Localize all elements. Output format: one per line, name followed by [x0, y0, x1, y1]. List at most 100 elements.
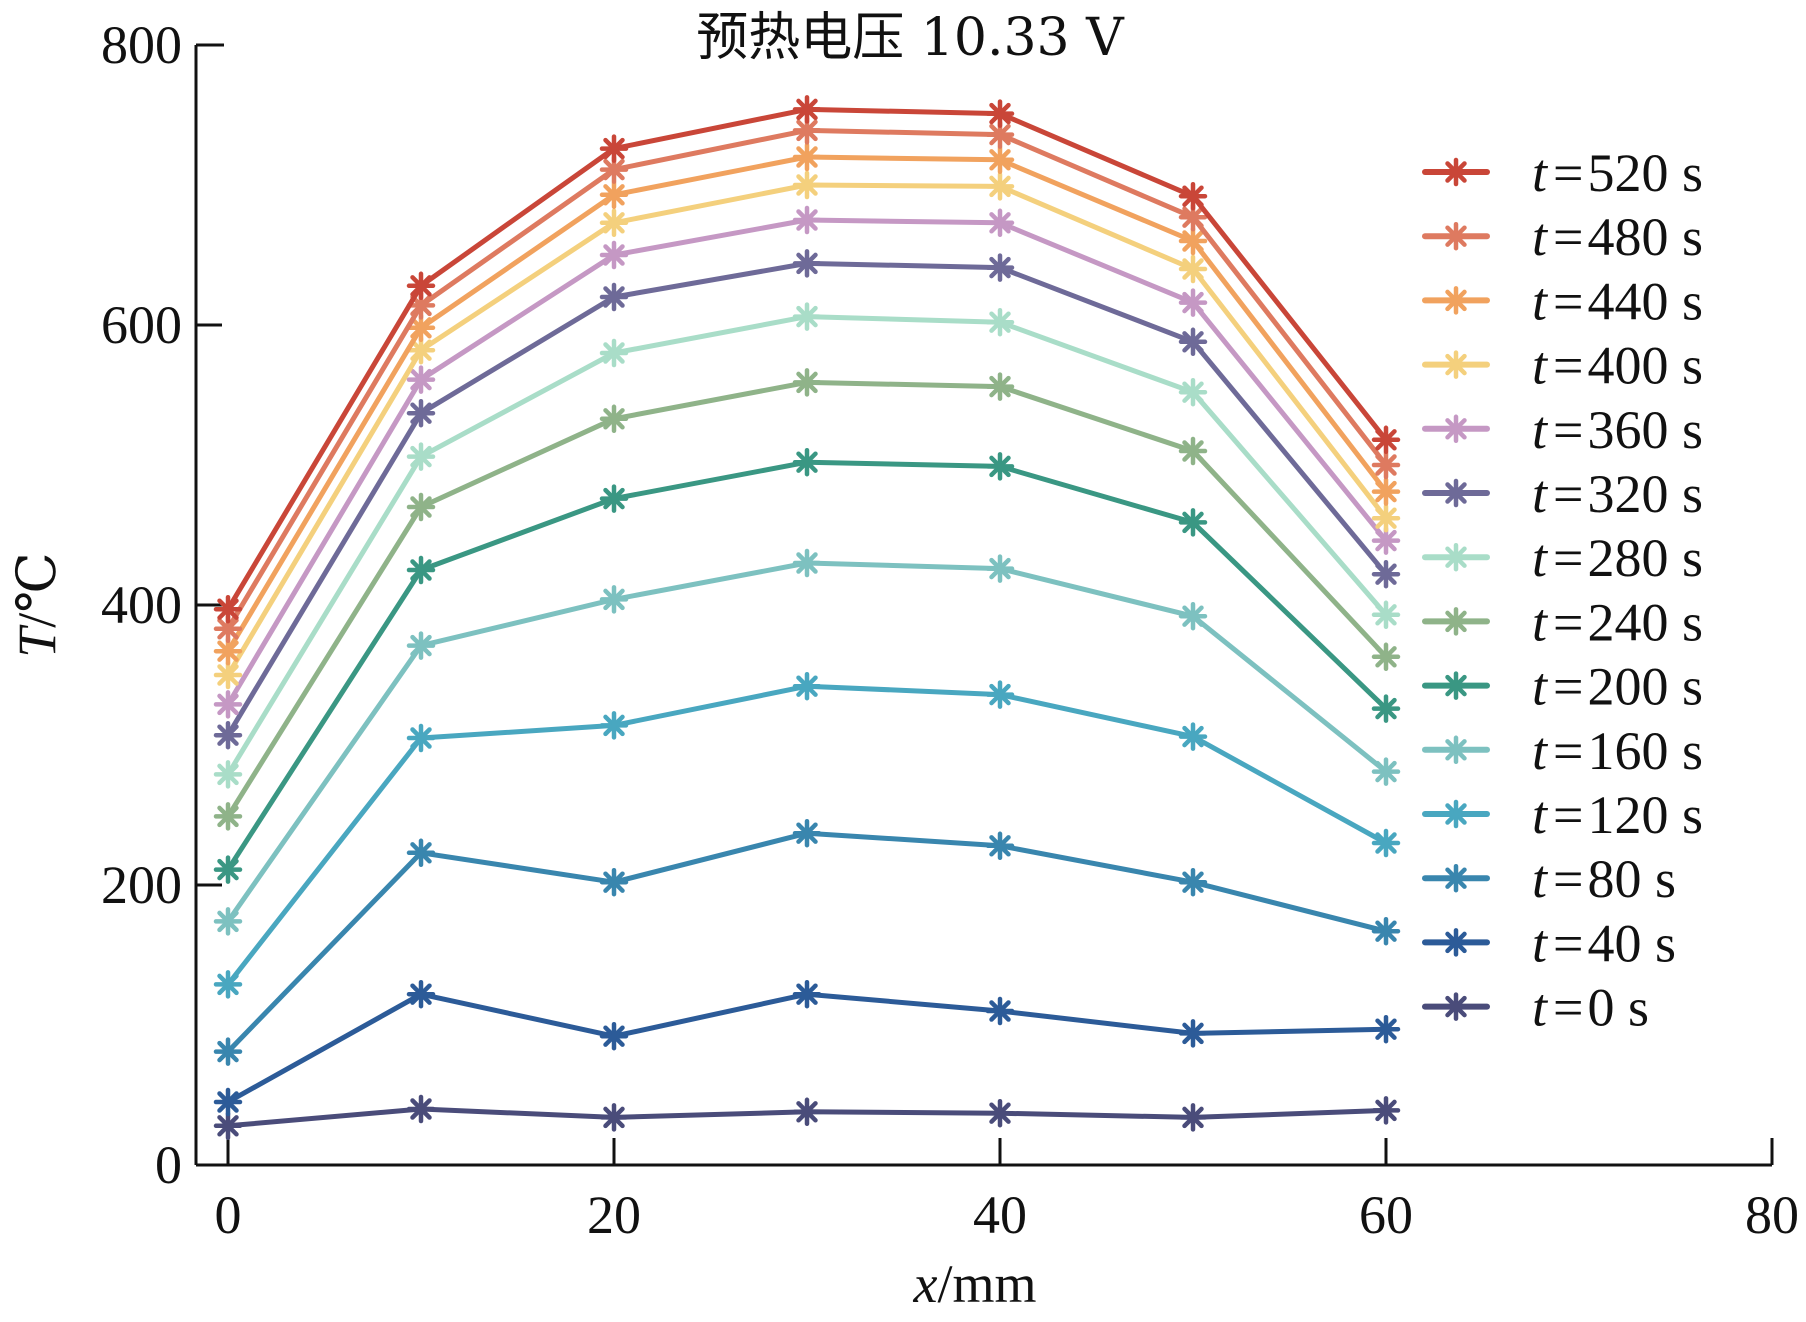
legend-equals: = — [1553, 592, 1583, 652]
series-480s — [213, 116, 1401, 644]
data-point-marker — [213, 970, 243, 999]
data-point-marker — [1371, 916, 1401, 946]
y-ticks: 0 200 400 600 800 — [101, 15, 222, 1195]
legend-variable: t — [1532, 143, 1549, 203]
legend-value: 360 s — [1587, 400, 1703, 460]
data-point-marker — [1371, 694, 1401, 723]
data-point-marker — [985, 253, 1015, 282]
data-point-marker — [1371, 477, 1401, 506]
legend-label: t =240 s — [1532, 592, 1703, 652]
series-40s — [213, 979, 1401, 1117]
data-point-marker — [985, 307, 1015, 337]
series-0s — [213, 1094, 1401, 1141]
legend-label: t =40 s — [1532, 913, 1676, 973]
series-520s — [213, 95, 1401, 624]
legend-value: 400 s — [1587, 336, 1703, 396]
legend-value: 440 s — [1587, 271, 1703, 331]
y-tick-label: 400 — [101, 575, 182, 635]
legend-variable: t — [1532, 785, 1549, 845]
data-point-marker — [985, 831, 1015, 861]
data-point-marker — [792, 548, 822, 578]
data-point-marker — [1441, 542, 1471, 572]
data-point-marker — [985, 99, 1015, 128]
series-160s — [213, 548, 1401, 936]
data-point-marker — [792, 368, 822, 397]
data-point-marker — [1371, 642, 1401, 672]
y-tick-label: 0 — [155, 1135, 182, 1195]
legend-label: t =0 s — [1532, 978, 1649, 1038]
data-point-marker — [406, 271, 436, 301]
data-point-marker — [599, 180, 629, 210]
data-point-marker — [599, 484, 629, 513]
data-point-marker — [1178, 288, 1208, 317]
x-tick-label: 20 — [587, 1185, 641, 1245]
data-point-marker — [792, 95, 822, 124]
data-point-marker — [599, 1103, 629, 1132]
legend-value: 80 s — [1587, 849, 1676, 909]
legend-label: t =440 s — [1532, 271, 1703, 331]
data-point-marker — [406, 723, 436, 753]
legend-label: t =160 s — [1532, 721, 1703, 781]
y-axis-label: T/℃ — [7, 552, 67, 657]
data-point-marker — [792, 1097, 822, 1127]
x-tick-label: 0 — [215, 1185, 242, 1245]
x-tick-label: 40 — [973, 1185, 1027, 1245]
legend-variable: t — [1532, 528, 1549, 588]
legend-equals: = — [1553, 464, 1583, 524]
legend-item: t =80 s — [1422, 849, 1676, 909]
legend-item: t =280 s — [1422, 528, 1703, 588]
data-point-marker — [1441, 350, 1471, 379]
legend-equals: = — [1553, 913, 1583, 973]
legend-equals: = — [1553, 528, 1583, 588]
data-point-marker — [406, 1094, 436, 1124]
data-point-marker — [1371, 425, 1401, 455]
data-point-marker — [985, 554, 1015, 583]
data-point-marker — [1178, 226, 1208, 256]
data-point-marker — [406, 631, 436, 660]
data-point-marker — [213, 907, 243, 936]
legend-variable: t — [1532, 913, 1549, 973]
legend-item: t =520 s — [1422, 143, 1703, 203]
series-group — [213, 95, 1401, 1141]
data-point-marker — [406, 838, 436, 868]
y-axis-unit: /℃ — [7, 552, 67, 627]
data-point-marker — [1178, 377, 1208, 407]
x-axis-unit: /mm — [937, 1254, 1036, 1314]
legend-variable: t — [1532, 592, 1549, 652]
data-point-marker — [1371, 559, 1401, 589]
y-tick-label: 200 — [101, 855, 182, 915]
legend-variable: t — [1532, 271, 1549, 331]
legend-value: 160 s — [1587, 721, 1703, 781]
legend-item: t =120 s — [1422, 785, 1703, 845]
legend-label: t =360 s — [1532, 400, 1703, 460]
data-point-marker — [1441, 928, 1471, 957]
data-point-marker — [985, 372, 1015, 401]
data-point-marker — [1441, 607, 1471, 636]
data-point-marker — [406, 335, 436, 365]
legend-item: t =200 s — [1422, 657, 1703, 717]
data-point-marker — [406, 979, 436, 1009]
data-point-marker — [1178, 436, 1208, 466]
data-point-marker — [1441, 286, 1471, 315]
data-point-marker — [1371, 757, 1401, 786]
data-point-marker — [213, 1037, 243, 1066]
data-point-marker — [792, 249, 822, 278]
chart-title: 预热电压 10.33 V — [696, 8, 1125, 68]
series-400s — [213, 170, 1401, 690]
data-point-marker — [406, 365, 436, 394]
legend-equals: = — [1553, 207, 1583, 267]
data-point-marker — [792, 818, 822, 848]
legend-label: t =320 s — [1532, 464, 1703, 524]
legend-equals: = — [1553, 400, 1583, 460]
series-line — [225, 991, 1389, 1105]
legend-variable: t — [1532, 336, 1549, 396]
data-point-marker — [1178, 722, 1208, 751]
data-point-marker — [792, 170, 822, 200]
data-point-marker — [1371, 503, 1401, 533]
data-point-marker — [1371, 450, 1401, 480]
legend: t =520 st =480 st =440 st =400 st =360 st =320… — [1422, 143, 1703, 1038]
series-120s — [213, 671, 1401, 999]
data-point-marker — [599, 134, 629, 163]
series-line — [225, 459, 1389, 873]
series-320s — [213, 249, 1401, 750]
